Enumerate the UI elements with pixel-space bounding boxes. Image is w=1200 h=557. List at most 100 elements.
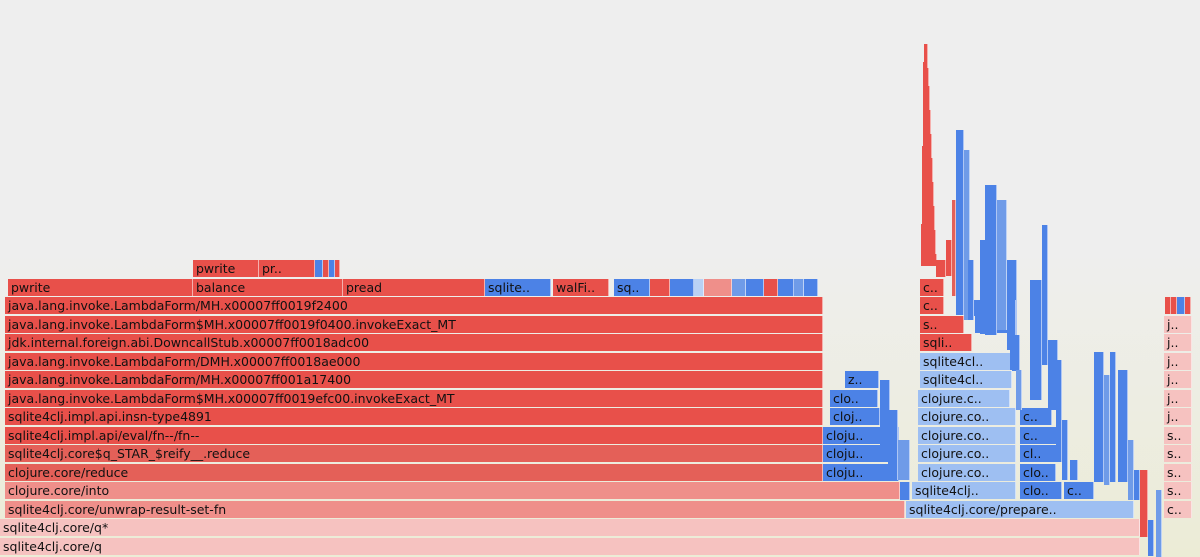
flame-frame[interactable]: sq.. — [614, 279, 650, 296]
flame-frame[interactable]: clojure.co.. — [918, 427, 1016, 444]
flame-frame[interactable] — [921, 242, 937, 248]
flame-frame[interactable] — [888, 410, 898, 480]
flame-frame[interactable] — [936, 260, 946, 277]
flame-frame[interactable] — [923, 62, 929, 68]
flame-frame[interactable]: j.. — [1164, 334, 1192, 351]
flame-frame[interactable]: sqlite4clj.core/prepare.. — [906, 501, 1134, 518]
flame-frame[interactable]: clo.. — [1020, 464, 1056, 481]
flame-frame[interactable] — [921, 254, 937, 260]
flame-frame[interactable] — [1165, 297, 1171, 314]
flame-frame[interactable] — [922, 158, 933, 164]
flame-frame[interactable] — [921, 194, 935, 200]
flame-frame[interactable]: c.. — [920, 279, 944, 296]
flame-frame[interactable] — [1128, 440, 1134, 500]
flame-frame[interactable]: clojure.co.. — [918, 408, 1016, 425]
flame-frame[interactable]: cloju.. — [823, 464, 899, 481]
flame-frame[interactable]: clojure.co.. — [918, 464, 1016, 481]
flame-frame[interactable] — [898, 440, 910, 480]
flame-frame[interactable] — [952, 200, 956, 296]
flame-frame[interactable] — [1094, 352, 1104, 482]
flame-frame[interactable] — [922, 170, 934, 176]
flame-frame[interactable] — [1118, 370, 1128, 482]
flame-frame[interactable] — [921, 248, 937, 254]
flame-frame[interactable] — [923, 50, 928, 56]
flame-frame[interactable] — [922, 140, 932, 146]
flame-frame[interactable]: balance — [193, 279, 343, 296]
flame-frame[interactable]: clojure.c.. — [918, 390, 1010, 407]
flame-frame[interactable] — [922, 146, 933, 152]
flame-frame[interactable]: j.. — [1164, 316, 1192, 333]
flame-frame[interactable]: sqlite4clj.core/q — [0, 538, 1140, 555]
flame-frame[interactable] — [921, 224, 936, 230]
flame-frame[interactable] — [923, 92, 930, 98]
flame-frame[interactable]: j.. — [1164, 390, 1192, 407]
flame-frame[interactable]: pr.. — [259, 260, 315, 277]
flame-frame[interactable]: j.. — [1164, 408, 1192, 425]
flame-frame[interactable] — [956, 130, 964, 315]
flame-frame[interactable]: c.. — [1164, 501, 1192, 518]
flame-frame[interactable] — [1171, 297, 1177, 314]
flame-frame[interactable]: clojure.core/into — [5, 482, 900, 499]
flame-frame[interactable]: java.lang.invoke.LambdaForm/MH.x00007ff0… — [5, 297, 823, 314]
flame-frame[interactable] — [922, 134, 932, 140]
flame-frame[interactable]: s.. — [1164, 445, 1192, 462]
flame-frame[interactable] — [964, 150, 970, 320]
flame-frame[interactable]: s.. — [1164, 482, 1192, 499]
flame-frame[interactable]: c.. — [920, 297, 944, 314]
flame-frame[interactable]: sqlite.. — [485, 279, 551, 296]
flame-frame[interactable] — [922, 104, 931, 110]
flame-frame[interactable] — [335, 260, 340, 277]
flame-frame[interactable]: sqlite4clj.impl.api/eval/fn--/fn-- — [5, 427, 823, 444]
flame-frame[interactable] — [921, 212, 935, 218]
flame-frame[interactable]: sqlite4clj.core/unwrap-result-set-fn — [5, 501, 905, 518]
flame-frame[interactable] — [1042, 225, 1048, 365]
flame-frame[interactable] — [923, 56, 929, 62]
flame-frame[interactable]: z.. — [845, 371, 879, 388]
flame-frame[interactable]: pwrite — [8, 279, 193, 296]
flame-frame[interactable]: clo.. — [1020, 482, 1062, 499]
flame-frame[interactable] — [764, 279, 778, 296]
flame-frame[interactable] — [922, 128, 932, 134]
flame-frame[interactable] — [1012, 335, 1020, 371]
flame-frame[interactable] — [923, 98, 931, 104]
flame-frame[interactable] — [323, 260, 329, 277]
flame-frame[interactable] — [746, 279, 764, 296]
flame-frame[interactable] — [794, 279, 804, 296]
flame-frame[interactable]: walFi.. — [553, 279, 609, 296]
flame-frame[interactable]: s.. — [1164, 427, 1192, 444]
flame-frame[interactable]: clojure.core/reduce — [5, 464, 823, 481]
flame-frame[interactable] — [921, 200, 935, 206]
flame-frame[interactable]: pread — [343, 279, 485, 296]
flame-frame[interactable] — [1030, 280, 1042, 400]
flame-frame[interactable] — [694, 279, 704, 296]
flame-frame[interactable] — [922, 122, 932, 128]
flame-frame[interactable] — [778, 279, 794, 296]
flame-frame[interactable]: c.. — [1020, 408, 1052, 425]
flame-frame[interactable] — [1070, 460, 1078, 480]
flame-frame[interactable]: sqlite4clj.core/q* — [0, 519, 1140, 536]
flame-frame[interactable] — [985, 185, 997, 335]
flame-frame[interactable] — [921, 182, 934, 188]
flame-frame[interactable]: java.lang.invoke.LambdaForm/DMH.x00007ff… — [5, 353, 823, 370]
flame-frame[interactable] — [922, 152, 933, 158]
flame-frame[interactable] — [650, 279, 670, 296]
flame-frame[interactable] — [922, 116, 931, 122]
flame-frame[interactable] — [922, 164, 933, 170]
flame-frame[interactable] — [923, 86, 930, 92]
flame-frame[interactable]: j.. — [1164, 353, 1192, 370]
flame-frame[interactable]: java.lang.invoke.LambdaForm$MH.x00007ff0… — [5, 390, 823, 407]
flame-frame[interactable] — [1016, 370, 1022, 410]
flame-frame[interactable] — [921, 206, 935, 212]
flame-frame[interactable] — [1185, 297, 1191, 314]
flame-frame[interactable]: s.. — [1164, 464, 1192, 481]
flame-frame[interactable] — [921, 236, 936, 242]
flame-frame[interactable]: clojure.co.. — [918, 445, 1016, 462]
flame-frame[interactable] — [923, 80, 930, 86]
flame-frame[interactable] — [1056, 360, 1062, 460]
flame-frame[interactable] — [804, 279, 818, 296]
flame-frame[interactable] — [946, 240, 952, 276]
flame-frame[interactable]: java.lang.invoke.LambdaForm/MH.x00007ff0… — [5, 371, 823, 388]
flame-frame[interactable]: sqlite4clj.core$q_STAR_$reify__.reduce — [5, 445, 823, 462]
flame-frame[interactable] — [1062, 420, 1068, 480]
flame-frame[interactable] — [921, 218, 936, 224]
